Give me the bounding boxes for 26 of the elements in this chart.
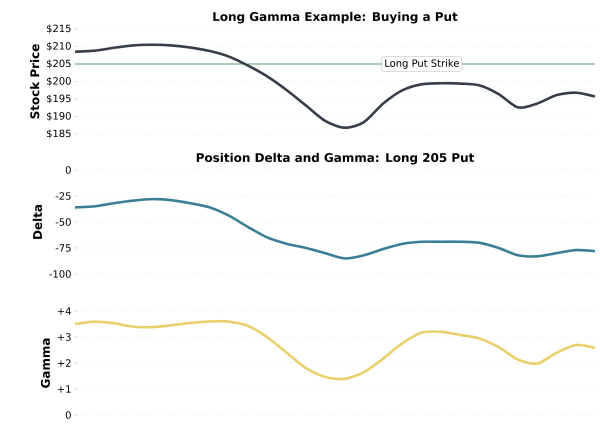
y-tick-label: -75 [56, 244, 71, 252]
y-tick-label: $200 [46, 76, 71, 86]
y-axis-title: Delta [32, 204, 42, 239]
line-series [74, 198, 596, 260]
y-tick-label: 0 [66, 166, 71, 174]
line-series [74, 320, 596, 380]
y-tick-label: +1 [58, 385, 71, 393]
y-tick-label: $185 [46, 129, 71, 139]
chart-title: Position Delta and Gamma: Long 205 Put [196, 152, 474, 164]
y-tick-label: $210 [46, 42, 71, 52]
y-tick-label: $195 [46, 94, 71, 104]
line-series [74, 43, 596, 129]
y-tick-label: $190 [46, 112, 71, 122]
y-tick-label: +2 [58, 359, 70, 367]
y-tick-label: +3 [58, 333, 71, 341]
y-tick-label: $215 [46, 24, 71, 34]
y-tick-label: -25 [56, 192, 71, 200]
ref-line-label: Long Put Strike [385, 59, 459, 69]
y-axis-title: Gamma [40, 338, 50, 388]
chart-title: Long Gamma Example: Buying a Put [213, 12, 458, 24]
y-tick-label: -50 [56, 218, 71, 226]
y-axis-title: Stock Price [30, 44, 40, 118]
y-tick-label: $205 [46, 59, 71, 69]
y-tick-label: -100 [49, 270, 71, 278]
y-tick-label: 0 [66, 411, 71, 419]
y-tick-label: +4 [58, 307, 71, 315]
